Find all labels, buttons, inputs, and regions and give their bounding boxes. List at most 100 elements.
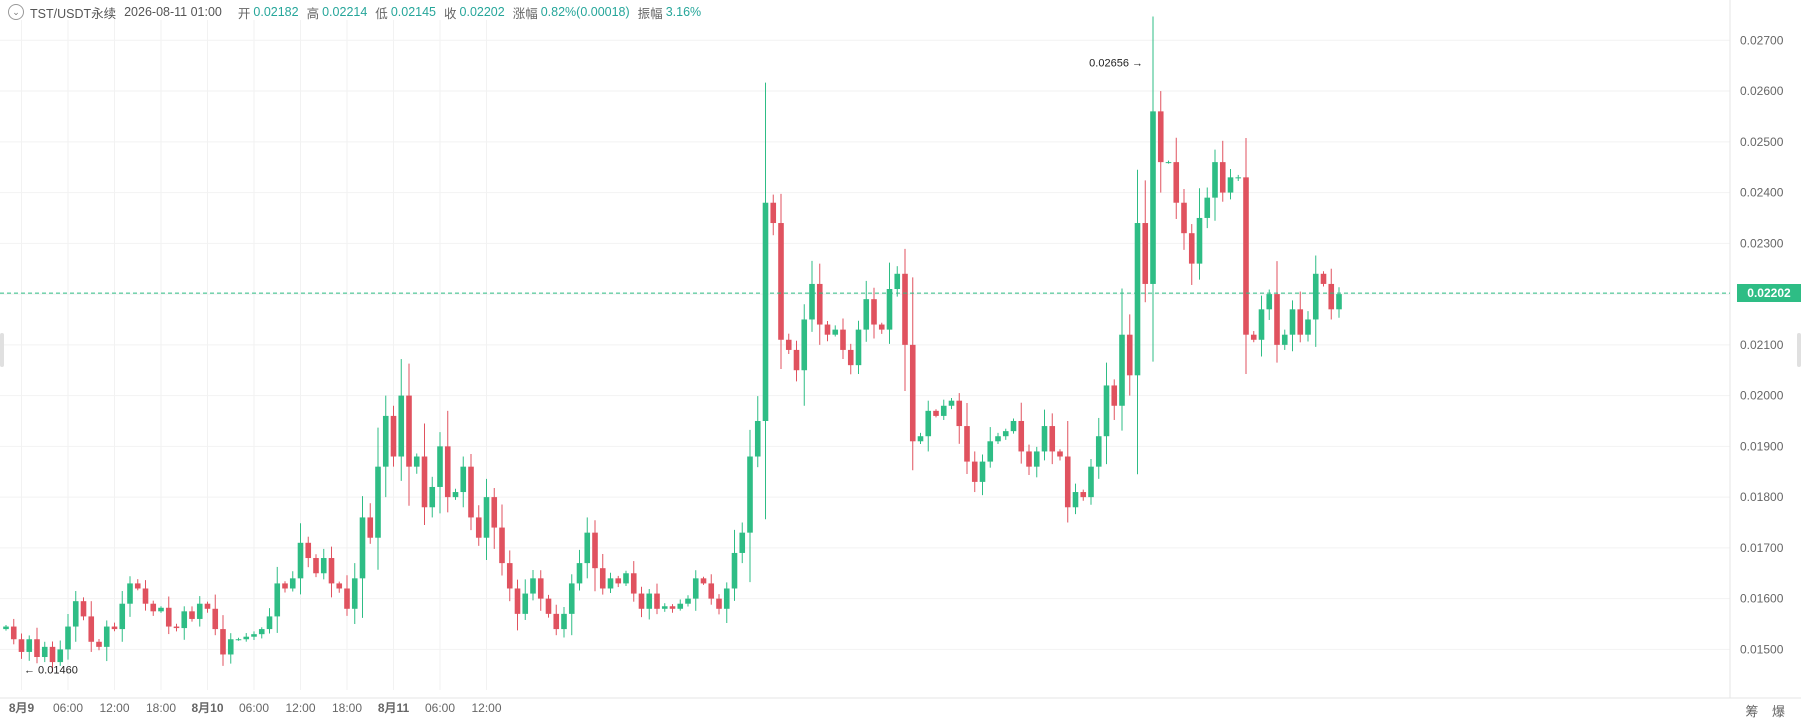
- candle-body: [1088, 466, 1094, 498]
- candle-body: [111, 626, 118, 630]
- y-tick-label: 0.01700: [1740, 541, 1784, 555]
- candle-body: [1033, 451, 1040, 467]
- candle-body: [785, 339, 792, 350]
- y-tick-label: 0.02600: [1740, 84, 1784, 98]
- candle-body: [801, 319, 808, 371]
- close-label: 收: [444, 6, 457, 21]
- y-tick-label: 0.02300: [1740, 236, 1784, 250]
- candle-body: [964, 426, 970, 462]
- candle-body: [592, 532, 598, 569]
- candle-body: [607, 578, 614, 589]
- x-tick-label: 18:00: [146, 701, 176, 715]
- y-tick-label: 0.01500: [1740, 642, 1784, 656]
- x-tick-label: 12:00: [99, 701, 129, 715]
- candle-body: [305, 542, 312, 559]
- left-resize-handle[interactable]: [0, 333, 4, 367]
- candle-body: [80, 601, 87, 617]
- candle-body: [847, 349, 854, 366]
- candle-body: [514, 588, 521, 614]
- candle-body: [1119, 334, 1125, 406]
- candle-body: [204, 603, 211, 609]
- candle-body: [1165, 162, 1172, 164]
- candle-body: [227, 639, 234, 655]
- candle-body: [568, 583, 575, 614]
- chip-distribution-button[interactable]: 筹: [1745, 704, 1759, 719]
- candle-body: [1281, 334, 1288, 345]
- candle-body: [1320, 273, 1327, 284]
- amplitude-value: 3.16%: [665, 5, 702, 19]
- candle-body: [537, 578, 544, 599]
- candle-body: [390, 415, 397, 457]
- candle-body: [1312, 273, 1319, 320]
- candle-body: [491, 497, 498, 528]
- candle-body: [956, 400, 963, 427]
- current-price-tag: 0.02202: [1737, 284, 1801, 303]
- candle-body: [1196, 217, 1203, 264]
- candle-body: [1266, 294, 1273, 310]
- candle-body: [522, 593, 529, 614]
- x-tick-label: 8月11: [378, 701, 410, 715]
- candle-body: [1064, 456, 1071, 508]
- candle-body: [530, 578, 536, 594]
- candle-body: [754, 420, 761, 457]
- chevron-down-icon[interactable]: ⌄: [8, 4, 24, 20]
- x-tick-label: 06:00: [239, 701, 269, 715]
- candle-body: [189, 611, 195, 619]
- y-tick-label: 0.02000: [1740, 389, 1784, 403]
- candle-body: [421, 456, 428, 508]
- candle-body: [739, 532, 746, 553]
- candle-body: [654, 593, 660, 609]
- candle-body: [940, 405, 947, 416]
- candle-body: [987, 441, 994, 462]
- candle-body: [266, 616, 273, 630]
- candle-body: [196, 603, 203, 619]
- candle-body: [413, 456, 420, 467]
- candle-body: [832, 329, 839, 335]
- candle-body: [1010, 420, 1017, 432]
- candle-body: [731, 552, 738, 589]
- candle-body: [816, 283, 823, 325]
- candle-body: [778, 223, 784, 340]
- candle-body: [902, 273, 908, 345]
- candle-body: [460, 466, 467, 493]
- x-tick-label: 12:00: [285, 701, 315, 715]
- candle-body: [127, 583, 133, 604]
- candle-body: [1258, 309, 1265, 340]
- candle-body: [274, 583, 281, 617]
- candle-body: [243, 636, 250, 640]
- candle-body: [623, 573, 629, 584]
- high-label: 高: [306, 6, 320, 21]
- candle-body: [34, 639, 40, 658]
- candle-body: [1274, 294, 1280, 345]
- candle-body: [661, 606, 668, 609]
- x-tick-label: 8月10: [191, 701, 223, 715]
- candle-body: [1212, 162, 1218, 198]
- candle-body: [150, 603, 157, 612]
- candle-body: [158, 607, 164, 612]
- y-tick-label: 0.01600: [1740, 592, 1784, 606]
- candle-body: [1103, 385, 1110, 437]
- candle-body: [235, 639, 242, 641]
- x-tick-label: 8月9: [9, 701, 35, 715]
- candle-body: [173, 626, 180, 629]
- candle-body: [483, 497, 490, 538]
- candle-body: [723, 588, 730, 609]
- x-tick-label: 06:00: [425, 701, 455, 715]
- candle-body: [677, 603, 684, 609]
- candle-body: [328, 558, 335, 584]
- low-annotation: ← 0.01460: [24, 665, 78, 677]
- amplitude-label: 振幅: [637, 6, 663, 21]
- candle-body: [57, 649, 64, 663]
- liquidation-button[interactable]: 爆: [1771, 704, 1785, 719]
- candle-body: [894, 273, 901, 290]
- candle-body: [909, 344, 916, 442]
- candle-body: [1080, 492, 1087, 498]
- right-resize-handle[interactable]: [1797, 333, 1801, 367]
- candle-body: [282, 583, 288, 589]
- candle-body: [1026, 451, 1032, 467]
- candle-body: [506, 563, 513, 589]
- low-value: 0.02145: [390, 5, 436, 19]
- candle-body: [134, 583, 141, 589]
- candle-body: [375, 466, 381, 538]
